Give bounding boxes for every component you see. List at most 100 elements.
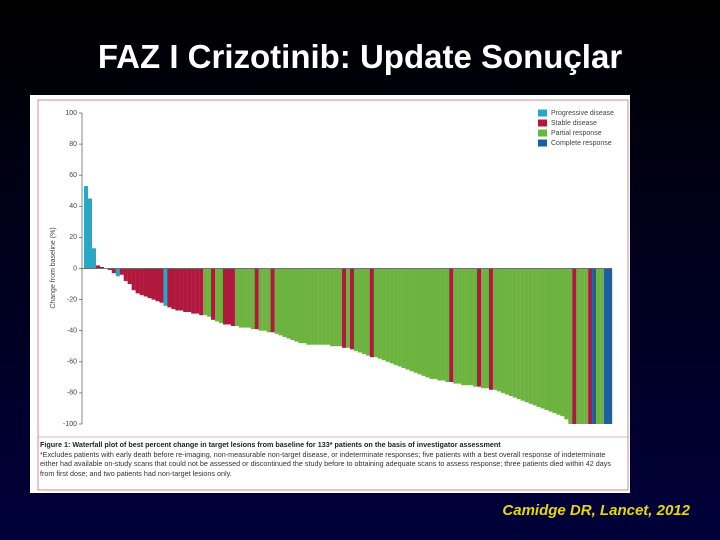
bar [131, 268, 136, 291]
bar [115, 268, 120, 277]
bar [254, 268, 259, 330]
bar [282, 268, 287, 337]
bar [218, 268, 224, 323]
caption-title: Figure 1: Waterfall plot of best percent… [40, 440, 501, 449]
legend-label: Partial response [551, 130, 602, 137]
bar [183, 268, 188, 313]
bar [548, 268, 553, 412]
bar [556, 268, 561, 415]
y-tick-label: 100 [65, 110, 77, 117]
bar [560, 268, 565, 417]
bar [449, 268, 454, 383]
bar [207, 268, 212, 317]
bar [238, 268, 243, 328]
bar [167, 268, 172, 308]
bar [477, 268, 482, 387]
bar [322, 268, 327, 345]
bar [405, 268, 410, 370]
caption-note: *Excludes patients with early death befo… [40, 449, 611, 478]
legend-swatch [538, 129, 547, 137]
bar [163, 268, 168, 306]
bar [500, 268, 505, 393]
bar [127, 268, 132, 285]
figure-caption: Figure 1: Waterfall plot of best percent… [40, 440, 625, 478]
y-tick-label: 80 [69, 141, 77, 148]
bar [373, 268, 378, 358]
bar [433, 268, 438, 379]
bar [528, 268, 533, 404]
legend-swatch [538, 139, 547, 147]
bar [445, 268, 450, 383]
bar [564, 268, 569, 420]
bar [294, 268, 299, 342]
bar [540, 268, 545, 409]
bar [123, 268, 128, 281]
bar [91, 248, 97, 269]
bar [461, 268, 466, 386]
bar [397, 268, 402, 367]
y-tick-label: -100 [63, 421, 77, 428]
bar [457, 268, 462, 384]
bar [159, 268, 164, 303]
bar [187, 268, 192, 313]
bar [353, 268, 359, 351]
bar [504, 268, 509, 395]
bar [334, 268, 339, 347]
slide-title: FAZ I Crizotinib: Update Sonuçlar [97, 38, 623, 75]
bar [465, 268, 470, 386]
bar [576, 268, 581, 424]
bar [496, 268, 501, 392]
bar [298, 268, 303, 344]
bar [572, 268, 577, 424]
bar [453, 268, 458, 384]
y-tick-label: 0 [73, 265, 77, 272]
bar [179, 268, 184, 311]
bar [306, 268, 311, 345]
bar [584, 268, 589, 424]
bar [151, 268, 156, 300]
bar [469, 268, 474, 386]
bar [274, 268, 279, 334]
y-tick-label: -40 [67, 328, 77, 335]
bar [199, 268, 204, 316]
bar [87, 198, 93, 269]
figure-frame [37, 99, 629, 491]
bar [111, 268, 116, 274]
bar [314, 268, 319, 345]
bar [516, 268, 521, 400]
bar [346, 268, 351, 348]
bar [596, 268, 601, 424]
bar [191, 268, 196, 314]
y-tick-label: -60 [67, 359, 77, 366]
bar [286, 268, 291, 339]
bar [99, 266, 104, 269]
legend-label: Complete response [551, 140, 612, 147]
bar [520, 268, 525, 401]
bar [425, 268, 430, 378]
bar [246, 268, 251, 328]
bar [508, 268, 513, 397]
bar [262, 268, 267, 331]
bar [480, 268, 486, 389]
y-tick-label: -80 [67, 390, 77, 397]
bar [139, 268, 144, 295]
bar [429, 268, 434, 379]
legend-label: Stable disease [551, 120, 597, 127]
y-axis-label: Change from baseline (%) [50, 227, 57, 308]
bar [381, 268, 386, 361]
bar [242, 268, 247, 328]
legend-swatch [538, 109, 547, 117]
bar [203, 268, 208, 316]
bar [552, 268, 557, 414]
bar [211, 268, 216, 320]
bar [488, 268, 494, 390]
y-tick-label: 60 [69, 172, 77, 179]
bar [484, 268, 490, 389]
y-tick-label: 20 [69, 234, 77, 241]
bar [512, 268, 517, 398]
bar [365, 268, 370, 356]
bar [119, 268, 124, 275]
bar [95, 265, 101, 269]
bar [175, 268, 180, 311]
